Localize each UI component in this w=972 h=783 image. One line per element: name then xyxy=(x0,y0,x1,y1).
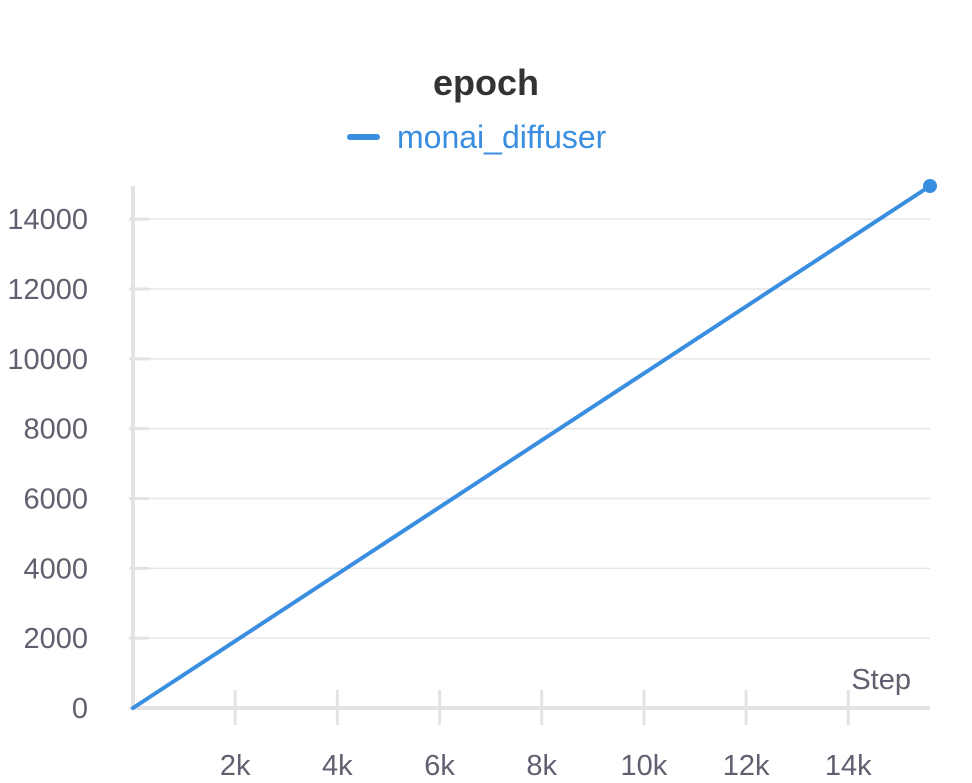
y-tick-label: 12000 xyxy=(7,274,88,306)
y-tick-label: 2000 xyxy=(23,623,88,655)
y-tick-label: 8000 xyxy=(23,414,88,446)
series-endpoint xyxy=(923,179,937,193)
y-tick-label: 10000 xyxy=(7,344,88,376)
legend-label: monai_diffuser xyxy=(397,119,607,155)
x-tick-label: 4k xyxy=(322,750,353,782)
y-tick-label: 14000 xyxy=(7,204,88,236)
axes xyxy=(131,186,930,710)
y-tick-label: 0 xyxy=(72,693,88,725)
x-tick-label: 14k xyxy=(825,750,872,782)
chart-title: epoch xyxy=(433,62,539,103)
x-tick-label: 6k xyxy=(424,750,455,782)
x-tick-label: 2k xyxy=(220,750,251,782)
y-tick-label: 6000 xyxy=(23,484,88,516)
series-layer xyxy=(131,179,937,710)
x-axis-ticks: 2k 4k 6k 8k 10k 12k 14k xyxy=(220,690,872,782)
x-tick-label: 12k xyxy=(723,750,770,782)
y-axis-ticks: 0 2000 4000 6000 8000 10000 12000 14000 xyxy=(7,204,149,725)
legend[interactable]: monai_diffuser xyxy=(347,119,607,155)
series-line xyxy=(131,184,932,710)
y-tick-label: 4000 xyxy=(23,553,88,585)
gridlines xyxy=(133,218,930,639)
x-tick-label: 8k xyxy=(526,750,557,782)
x-tick-label: 10k xyxy=(621,750,668,782)
x-axis-label: Step xyxy=(851,664,911,696)
